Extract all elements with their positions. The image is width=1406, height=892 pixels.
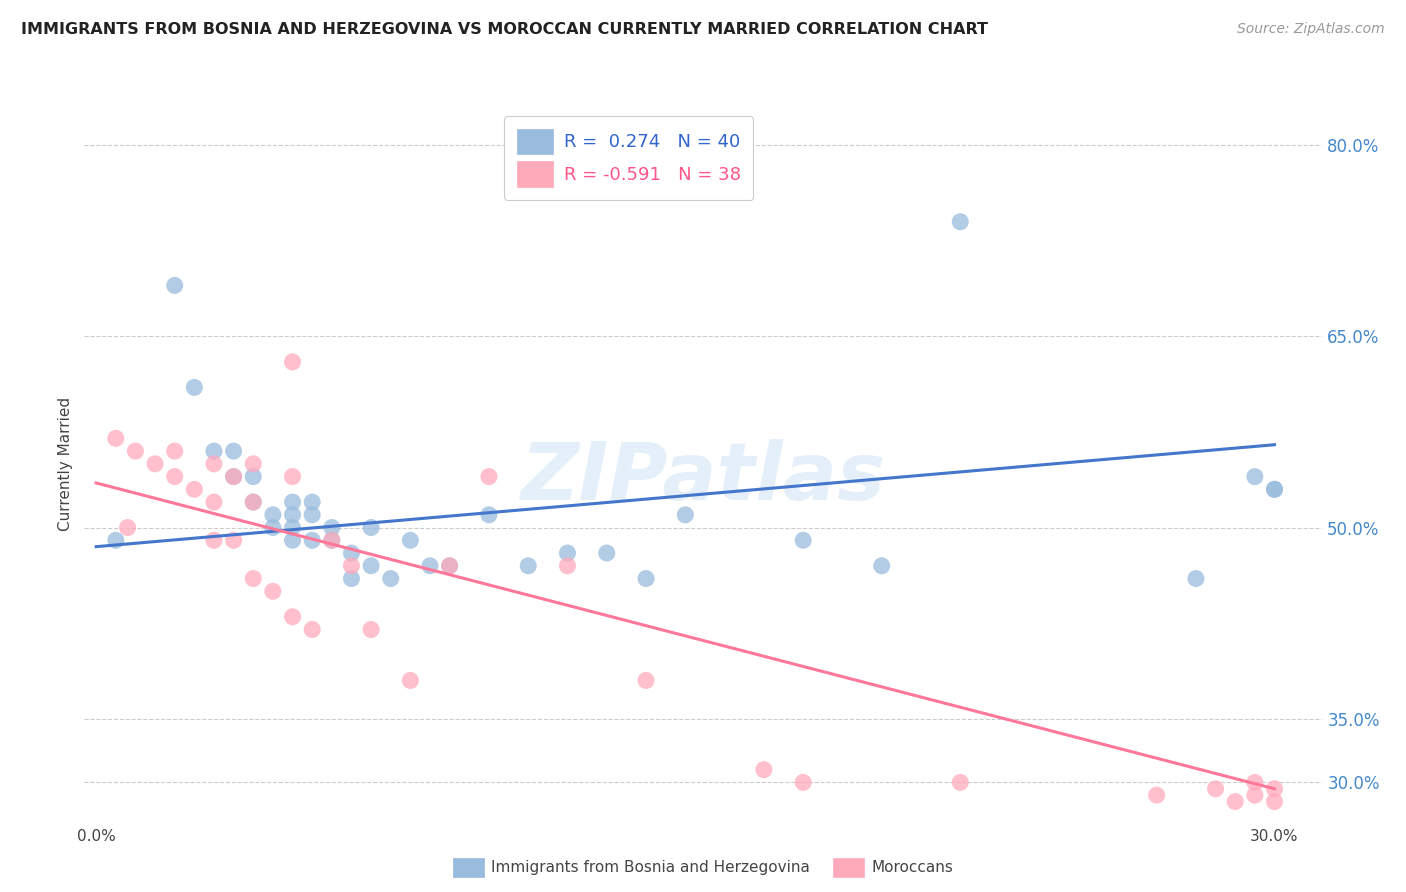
Point bbox=[399, 673, 422, 688]
Point bbox=[104, 431, 127, 445]
Point bbox=[1244, 775, 1267, 789]
Point bbox=[163, 278, 186, 293]
Point bbox=[143, 457, 166, 471]
Point bbox=[163, 444, 186, 458]
Point bbox=[281, 495, 304, 509]
Point bbox=[1244, 469, 1267, 483]
Point bbox=[340, 572, 363, 586]
Point bbox=[340, 546, 363, 560]
Point bbox=[242, 495, 264, 509]
Point bbox=[752, 763, 775, 777]
Point bbox=[1263, 795, 1285, 809]
Legend: Immigrants from Bosnia and Herzegovina, Moroccans: Immigrants from Bosnia and Herzegovina, … bbox=[446, 850, 960, 884]
Point bbox=[222, 469, 245, 483]
Point bbox=[1263, 483, 1285, 497]
Point bbox=[222, 533, 245, 548]
Point bbox=[281, 469, 304, 483]
Point bbox=[124, 444, 146, 458]
Point bbox=[281, 355, 304, 369]
Point bbox=[281, 520, 304, 534]
Point bbox=[517, 558, 540, 573]
Point bbox=[1263, 781, 1285, 796]
Point bbox=[262, 584, 284, 599]
Point bbox=[281, 609, 304, 624]
Point bbox=[1244, 788, 1267, 802]
Point bbox=[202, 457, 225, 471]
Point bbox=[949, 215, 972, 229]
Point bbox=[634, 673, 657, 688]
Point bbox=[1225, 795, 1247, 809]
Point bbox=[1263, 483, 1285, 497]
Point bbox=[596, 546, 619, 560]
Point bbox=[673, 508, 696, 522]
Point bbox=[242, 469, 264, 483]
Point bbox=[321, 533, 343, 548]
Point bbox=[163, 469, 186, 483]
Point bbox=[281, 533, 304, 548]
Point bbox=[1146, 788, 1168, 802]
Point bbox=[202, 533, 225, 548]
Point bbox=[202, 444, 225, 458]
Point bbox=[360, 520, 382, 534]
Point bbox=[340, 558, 363, 573]
Point bbox=[360, 558, 382, 573]
Point bbox=[634, 572, 657, 586]
Point bbox=[262, 508, 284, 522]
Point bbox=[262, 520, 284, 534]
Point bbox=[242, 572, 264, 586]
Point bbox=[870, 558, 893, 573]
Point bbox=[439, 558, 461, 573]
Legend: R =  0.274   N = 40, R = -0.591   N = 38: R = 0.274 N = 40, R = -0.591 N = 38 bbox=[505, 116, 754, 200]
Point bbox=[321, 533, 343, 548]
Point bbox=[202, 495, 225, 509]
Point bbox=[1205, 781, 1227, 796]
Point bbox=[301, 533, 323, 548]
Point bbox=[419, 558, 441, 573]
Point bbox=[399, 533, 422, 548]
Point bbox=[1185, 572, 1208, 586]
Point bbox=[242, 457, 264, 471]
Point bbox=[222, 444, 245, 458]
Point bbox=[321, 520, 343, 534]
Text: IMMIGRANTS FROM BOSNIA AND HERZEGOVINA VS MOROCCAN CURRENTLY MARRIED CORRELATION: IMMIGRANTS FROM BOSNIA AND HERZEGOVINA V… bbox=[21, 22, 988, 37]
Point bbox=[183, 380, 205, 394]
Point bbox=[949, 775, 972, 789]
Point bbox=[301, 508, 323, 522]
Point bbox=[301, 623, 323, 637]
Point bbox=[380, 572, 402, 586]
Point bbox=[557, 558, 579, 573]
Text: Source: ZipAtlas.com: Source: ZipAtlas.com bbox=[1237, 22, 1385, 37]
Point bbox=[301, 495, 323, 509]
Point bbox=[792, 775, 814, 789]
Y-axis label: Currently Married: Currently Married bbox=[58, 397, 73, 531]
Point bbox=[242, 495, 264, 509]
Point bbox=[117, 520, 139, 534]
Text: ZIPatlas: ZIPatlas bbox=[520, 439, 886, 517]
Point bbox=[557, 546, 579, 560]
Point bbox=[478, 508, 501, 522]
Point bbox=[792, 533, 814, 548]
Point bbox=[222, 469, 245, 483]
Point bbox=[183, 483, 205, 497]
Point bbox=[104, 533, 127, 548]
Point bbox=[281, 508, 304, 522]
Point bbox=[478, 469, 501, 483]
Point bbox=[360, 623, 382, 637]
Point bbox=[439, 558, 461, 573]
